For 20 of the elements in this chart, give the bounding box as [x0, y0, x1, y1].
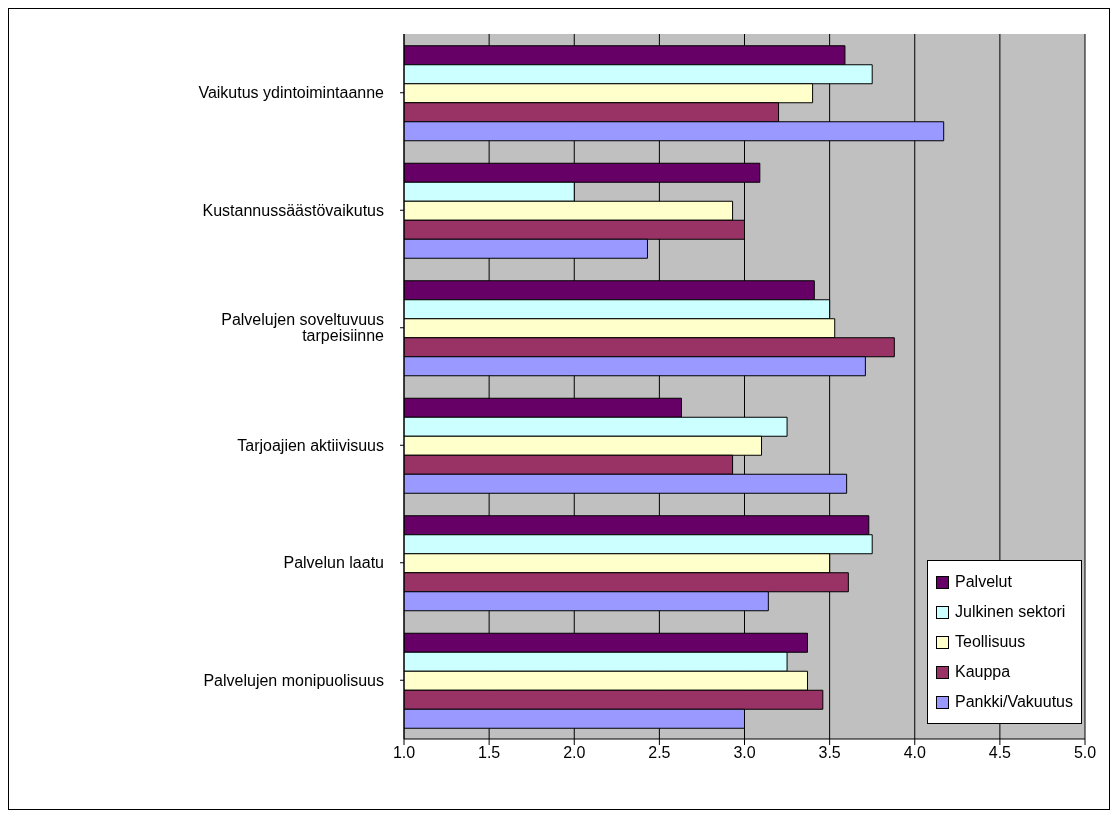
y-tick-label: Palvelujen soveltuvuus tarpeisiinne [221, 311, 385, 345]
x-tick-label: 1.0 [392, 744, 416, 762]
x-tick-label: 2.0 [563, 744, 586, 762]
y-tick-label: Kustannussäästövaikutus [202, 201, 384, 219]
x-tick-label: 5.0 [1073, 744, 1097, 762]
x-tick-label: 3.0 [733, 744, 756, 762]
y-tick-label: Vaikutus ydintoimintaanne [198, 84, 385, 102]
x-tick-label: 3.5 [818, 744, 841, 762]
x-tick-label: 1.5 [478, 744, 501, 762]
legend-label: Palvelut [955, 573, 1012, 591]
legend-label: Julkinen sektori [955, 603, 1066, 621]
y-tick-label: Palvelun laatu [283, 554, 384, 572]
legend-label: Kauppa [955, 663, 1011, 681]
x-tick-label: 2.5 [648, 744, 671, 762]
legend-label: Pankki/Vakuutus [955, 693, 1073, 711]
y-tick-label: Tarjoajien aktiivisuus [237, 436, 384, 454]
y-tick-label: Palvelujen monipuolisuus [203, 671, 384, 689]
x-tick-label: 4.5 [988, 744, 1012, 762]
x-tick-label: 4.0 [903, 744, 926, 762]
legend-label: Teollisuus [955, 633, 1026, 651]
